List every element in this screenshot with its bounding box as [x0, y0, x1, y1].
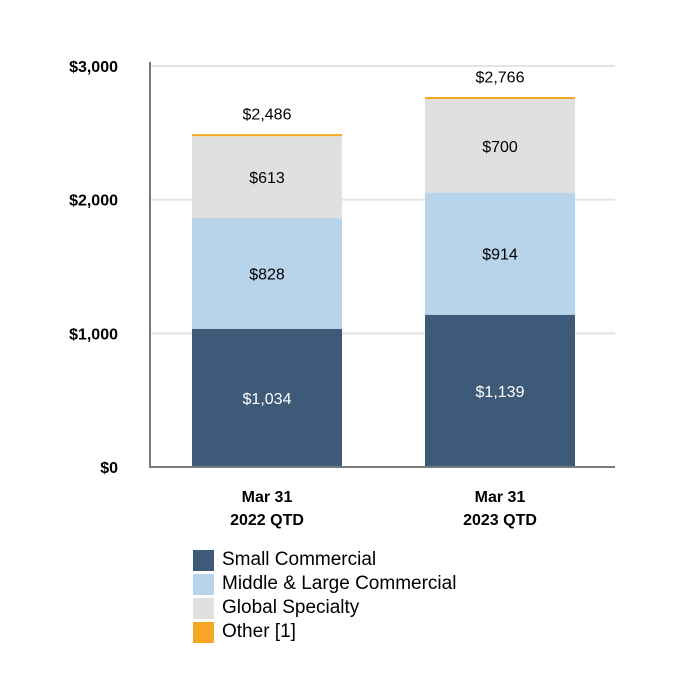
bar-middle-large-commercial [425, 192, 575, 315]
legend-label: Global Specialty [222, 597, 360, 618]
bar-small-commercial [192, 328, 342, 467]
bar-global-specialty [192, 136, 342, 219]
legend-label: Small Commercial [222, 549, 377, 570]
y-tick-label: $2,000 [69, 193, 118, 210]
legend-item: Middle & Large Commercial [193, 572, 456, 596]
x-tick-label: Mar 31 2023 QTD [463, 489, 537, 529]
bar-small-commercial [425, 314, 575, 467]
bar-other-1- [425, 97, 575, 100]
legend: Small Commercial Middle & Large Commercia… [193, 548, 456, 644]
total-label: $2,486 [243, 107, 292, 124]
legend-item: Other [1] [193, 620, 456, 644]
legend-item: Small Commercial [193, 548, 456, 572]
x-tick-label: Mar 31 2022 QTD [230, 489, 304, 529]
legend-swatch [193, 597, 214, 619]
data-label: $1,034 [243, 391, 292, 408]
legend-label: Middle & Large Commercial [222, 573, 457, 594]
legend-swatch [193, 573, 214, 595]
y-tick-label: $1,000 [69, 326, 118, 343]
legend-swatch [193, 549, 214, 571]
data-label: $1,139 [476, 384, 525, 401]
data-label: $914 [482, 247, 518, 264]
bar-other-1- [192, 134, 342, 137]
bar-global-specialty [425, 99, 575, 193]
y-tick-label: $3,000 [69, 59, 118, 76]
bar-middle-large-commercial [192, 218, 342, 329]
legend-label: Other [1] [222, 621, 296, 642]
data-label: $828 [249, 266, 285, 283]
legend-swatch [193, 621, 214, 643]
data-label: $700 [482, 139, 518, 156]
total-label: $2,766 [476, 69, 525, 86]
y-tick-label: $0 [100, 460, 118, 477]
legend-item: Global Specialty [193, 596, 456, 620]
data-label: $613 [249, 170, 285, 187]
